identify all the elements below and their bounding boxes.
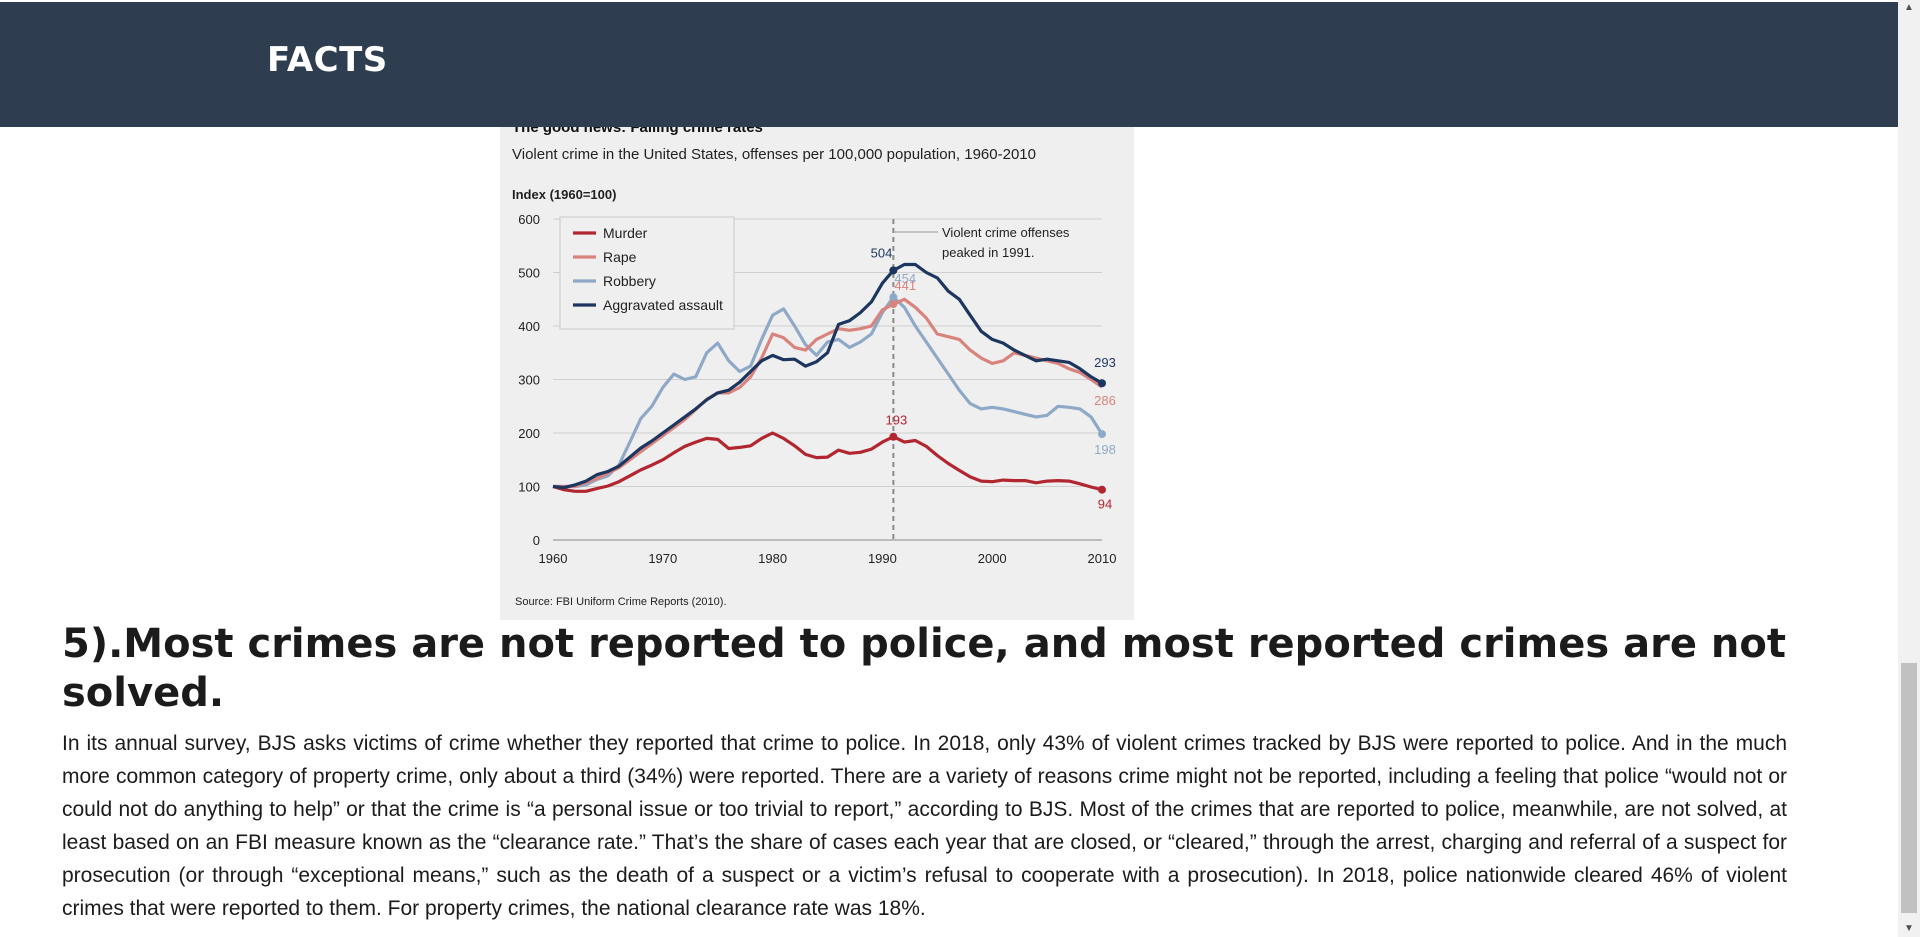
y-tick-label: 500 [518,266,540,281]
peak-annotation-line-2: peaked in 1991. [942,245,1035,260]
x-tick-label: 1980 [758,551,787,566]
scroll-down-arrow-icon[interactable]: ▼ [1904,923,1914,934]
series-line-aggravated-assault [552,262,1103,490]
chart-source: Source: FBI Uniform Crime Reports (2010)… [515,596,727,608]
x-tick-label: 1970 [648,551,677,566]
legend-label: Aggravated assault [603,297,723,313]
data-label: 504 [871,245,893,260]
y-tick-label: 0 [533,533,540,548]
section-heading: 5).Most crimes are not reported to polic… [62,621,1786,716]
scrollbar-thumb[interactable] [1901,663,1917,913]
data-point-marker [889,293,898,302]
legend-label: Rape [603,249,637,265]
scroll-up-arrow-icon[interactable]: ▲ [1904,2,1914,13]
x-tick-label: 2000 [978,551,1007,566]
series-line-robbery [553,295,1104,489]
y-tick-label: 100 [518,480,540,495]
y-tick-label: 200 [518,426,540,441]
page-title: FACTS [267,40,388,80]
data-label: 286 [1094,393,1116,408]
article-paragraph: In its annual survey, BJS asks victims o… [62,732,1787,920]
data-label: 94 [1098,497,1112,512]
header-bar: FACTS [0,2,1898,127]
y-tick-label: 400 [518,319,540,334]
data-label: 441 [894,278,916,293]
data-point-marker [1098,485,1106,494]
legend-box [559,216,735,330]
data-label: 454 [894,271,916,286]
data-point-marker [889,300,898,309]
vertical-scrollbar[interactable]: ▲ ▼ [1898,0,1920,937]
data-point-marker [1098,379,1106,388]
y-tick-label: 300 [518,373,540,388]
data-point-marker [1098,430,1106,439]
chart-subtitle: Violent crime in the United States, offe… [512,146,1036,163]
y-tick-label: 600 [518,212,540,227]
data-label: 198 [1094,442,1116,457]
data-label: 193 [886,413,908,428]
data-point-marker [889,266,898,275]
crime-chart-figure: The good news: Falling crime rates Violen… [500,127,1134,620]
legend-label: Robbery [603,273,656,289]
x-tick-label: 2010 [1088,551,1117,566]
data-point-marker [889,432,898,441]
legend-label: Murder [603,225,648,241]
series-line-murder [552,431,1103,493]
peak-annotation-line-1: Violent crime offenses [942,225,1070,240]
crime-line-chart: The good news: Falling crime rates Violen… [512,127,1117,608]
data-label: 293 [1094,355,1116,370]
x-tick-label: 1960 [539,551,568,566]
x-tick-label: 1990 [868,551,897,566]
y-axis-label: Index (1960=100) [512,187,616,202]
chart-title: The good news: Falling crime rates [512,127,763,136]
